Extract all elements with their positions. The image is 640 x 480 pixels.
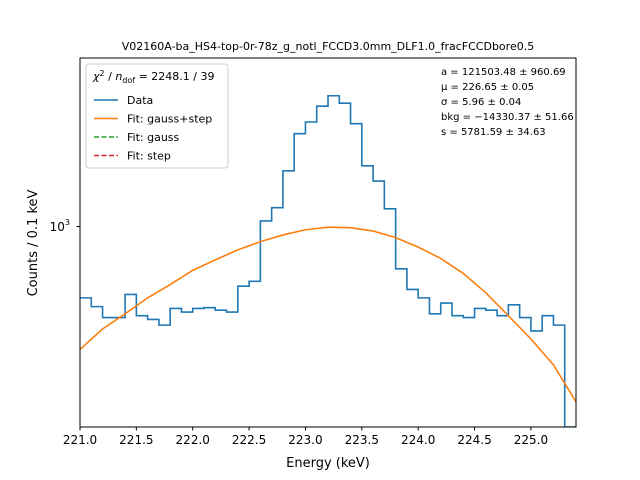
x-tick-label: 223.5 [345,433,379,447]
chi-superscript: 2 [100,69,105,78]
legend-label-fit-gauss: Fit: gauss [127,131,180,144]
legend-label-data: Data [127,94,153,107]
x-tick-label: 221.5 [119,433,153,447]
chi-symbol: χ [92,70,100,83]
fit-parameter-2: σ = 5.96 ± 0.04 [441,97,521,108]
y-tick-exponent: 3 [65,218,70,227]
y-axis-tick: 103 [50,218,80,234]
fit-parameters: a = 121503.48 ± 960.69 μ = 226.65 ± 0.05 σ… [441,67,574,138]
x-tick-label: 224.5 [457,433,491,447]
fit-parameter-3: bkg = −14330.37 ± 51.66 [441,112,574,123]
legend-header-value: = 2248.1 / 39 [135,70,214,83]
axes-frame [79,57,577,428]
legend: χ2 / ndof = 2248.1 / 39 Data Fit: gauss+s… [85,63,229,169]
legend-label-fit-gauss-step: Fit: gauss+step [127,113,212,126]
fit-parameter-0: a = 121503.48 ± 960.69 [441,67,566,78]
n-symbol: n [115,70,122,83]
plot-area [79,57,577,428]
x-tick-label: 222.5 [232,433,266,447]
x-tick-label: 224.0 [401,433,435,447]
chart-title: V02160A-ba_HS4-top-0r-78z_g_notl_FCCD3.0… [122,40,534,53]
dof-subscript: dof [122,76,135,85]
x-tick-label: 222.0 [176,433,210,447]
series-data-line [80,94,576,427]
x-tick-label: 223.0 [288,433,322,447]
x-tick-label: 225.0 [514,433,548,447]
fit-parameter-1: μ = 226.65 ± 0.05 [441,82,534,93]
x-tick-label: 221.0 [63,433,97,447]
legend-entries: Data Fit: gauss+step Fit: gauss Fit: step [94,94,212,163]
y-tick-base: 10 [50,220,65,234]
legend-box [85,63,229,169]
series-layer [80,94,576,427]
series-fit-gauss-step-line [80,226,576,403]
y-axis-label: Counts / 0.1 keV [26,190,41,297]
y-tick-label: 103 [50,218,70,234]
fit-parameter-4: s = 5781.59 ± 34.63 [441,127,546,138]
x-axis-ticks: 221.0 221.5 222.0 222.5 223.0 223.5 224.0 224.5… [63,427,548,447]
legend-header: χ2 / ndof = 2248.1 / 39 [92,69,215,85]
legend-header-slash: / [105,70,116,83]
x-axis-label: Energy (keV) [286,456,370,471]
legend-label-fit-step: Fit: step [127,150,171,163]
